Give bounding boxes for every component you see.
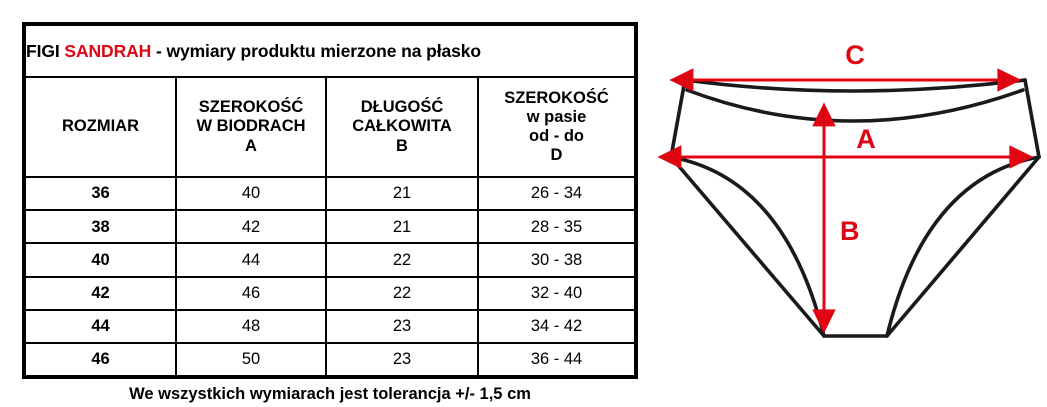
panty-measurement-diagram: C A B <box>655 18 1047 390</box>
header-hip-width-line1: SZEROKOŚĆ <box>198 98 304 117</box>
cell-size: 40 <box>23 242 177 278</box>
label-b: B <box>840 216 860 246</box>
left-side-seam <box>669 78 687 159</box>
tolerance-note: We wszystkich wymiarach jest tolerancja … <box>129 385 531 404</box>
right-leg-outer-edge <box>885 155 1041 338</box>
title-prefix: FIGI <box>26 40 65 61</box>
cell-length: 23 <box>325 341 479 379</box>
cell-size: 38 <box>23 209 177 245</box>
table-row: 46 50 23 36 - 44 <box>23 341 638 379</box>
cell-hips: 46 <box>175 275 327 311</box>
cell-waist: 30 - 38 <box>476 242 638 278</box>
cell-waist: 28 - 35 <box>476 209 638 245</box>
waistband-top-edge <box>683 78 1027 93</box>
cell-length: 22 <box>325 275 479 311</box>
label-c: C <box>845 40 865 70</box>
table-row: 42 46 22 32 - 40 <box>23 275 638 311</box>
header-rozmiar-label: ROZMIAR <box>62 117 139 136</box>
cell-length: 22 <box>325 242 479 278</box>
title-brand: SANDRAH <box>64 40 152 61</box>
cell-hips: 44 <box>175 242 327 278</box>
header-total-length-line3: B <box>396 136 408 155</box>
header-hip-width: SZEROKOŚĆ W BIODRACH A <box>175 76 327 178</box>
cell-length: 21 <box>325 175 479 212</box>
header-total-length-line2: CAŁKOWITA <box>352 117 452 136</box>
table-row: 38 42 21 28 - 35 <box>23 209 638 245</box>
label-a: A <box>856 124 876 154</box>
cell-length: 23 <box>325 308 479 344</box>
cell-hips: 50 <box>175 341 327 379</box>
right-side-seam <box>1023 78 1041 159</box>
cell-length: 21 <box>325 209 479 245</box>
table-row: 40 44 22 30 - 38 <box>23 242 638 278</box>
cell-hips: 48 <box>175 308 327 344</box>
cell-waist: 26 - 34 <box>476 175 638 212</box>
header-hip-width-line3: A <box>245 136 257 155</box>
size-table-panel: FIGI SANDRAH - wymiary produktu mierzone… <box>22 22 639 404</box>
table-title: FIGI SANDRAH - wymiary produktu mierzone… <box>22 23 638 78</box>
cell-waist: 34 - 42 <box>476 308 638 344</box>
header-total-length-line1: DŁUGOŚĆ <box>360 98 444 117</box>
cell-size: 36 <box>23 175 177 212</box>
waistband-lower-edge <box>685 88 1025 123</box>
table-row: 44 48 23 34 - 42 <box>23 308 638 344</box>
cell-size: 42 <box>23 275 177 311</box>
size-table: FIGI SANDRAH - wymiary produktu mierzone… <box>22 22 639 380</box>
left-leg-outer-edge <box>669 155 826 338</box>
panty-outline-icon <box>669 78 1041 338</box>
header-rozmiar: ROZMIAR <box>23 76 177 178</box>
table-header-row: ROZMIAR SZEROKOŚĆ W BIODRACH A DŁUGOŚĆ C… <box>23 76 638 178</box>
cell-waist: 32 - 40 <box>476 275 638 311</box>
cell-hips: 40 <box>175 175 327 212</box>
panty-diagram-svg: C A B <box>657 40 1041 338</box>
header-waist-width: SZEROKOŚĆ w pasie od - do D <box>476 76 638 178</box>
header-waist-width-line1: SZEROKOŚĆ <box>504 88 609 107</box>
table-title-row: FIGI SANDRAH - wymiary produktu mierzone… <box>22 23 638 78</box>
header-hip-width-line2: W BIODRACH <box>196 117 306 136</box>
header-waist-width-line2: w pasie <box>526 107 587 126</box>
header-waist-width-line4: D <box>550 146 563 165</box>
header-total-length: DŁUGOŚĆ CAŁKOWITA B <box>325 76 479 178</box>
cell-waist: 36 - 44 <box>476 341 638 379</box>
cell-hips: 42 <box>175 209 327 245</box>
cell-size: 44 <box>23 308 177 344</box>
table-row: 36 40 21 26 - 34 <box>23 175 638 212</box>
header-waist-width-line3: od - do <box>529 127 584 145</box>
title-suffix: - wymiary produktu mierzone na płasko <box>151 40 481 61</box>
cell-size: 46 <box>23 341 177 379</box>
